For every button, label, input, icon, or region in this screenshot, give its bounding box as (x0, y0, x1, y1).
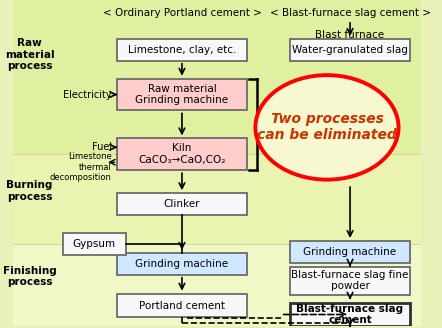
FancyBboxPatch shape (117, 39, 247, 61)
Text: < Ordinary Portland cement >: < Ordinary Portland cement > (103, 8, 261, 18)
Text: Raw material
Grinding machine: Raw material Grinding machine (135, 84, 229, 105)
Bar (13, 0, 421, 154)
FancyBboxPatch shape (117, 79, 247, 111)
Text: Blast-furnace slag
cement: Blast-furnace slag cement (297, 304, 404, 325)
FancyBboxPatch shape (63, 233, 126, 255)
Text: Blast-furnace slag fine
powder: Blast-furnace slag fine powder (291, 270, 409, 292)
Text: Grinding machine: Grinding machine (135, 259, 229, 269)
FancyBboxPatch shape (290, 267, 410, 295)
Ellipse shape (255, 75, 399, 180)
Text: Blast furnace: Blast furnace (316, 30, 385, 40)
Text: Burning
process: Burning process (6, 180, 53, 202)
Text: Clinker: Clinker (164, 199, 200, 209)
Text: Portland cement: Portland cement (139, 300, 225, 311)
Text: Raw
material
process: Raw material process (5, 38, 54, 71)
FancyBboxPatch shape (117, 253, 247, 275)
Text: Gypsum: Gypsum (72, 239, 116, 249)
Text: < Blast-furnace slag cement >: < Blast-furnace slag cement > (270, 8, 431, 18)
Text: Limestone
thermal
decomposition: Limestone thermal decomposition (50, 152, 112, 182)
Text: Water-granulated slag: Water-granulated slag (292, 45, 408, 55)
Text: Finishing
process: Finishing process (3, 266, 57, 287)
Bar (13, 154, 421, 244)
Bar (13, 244, 421, 326)
Text: Limestone, clay, etc.: Limestone, clay, etc. (128, 45, 236, 55)
FancyBboxPatch shape (290, 39, 410, 61)
Text: Electricity: Electricity (63, 90, 112, 100)
FancyBboxPatch shape (290, 241, 410, 263)
FancyBboxPatch shape (290, 302, 410, 326)
Text: Grinding machine: Grinding machine (304, 247, 396, 257)
Text: Fuel: Fuel (91, 142, 112, 152)
Text: Two processes
can be eliminated: Two processes can be eliminated (257, 112, 397, 142)
FancyBboxPatch shape (117, 193, 247, 215)
Text: Kiln
CaCO₃→CaO,CO₂: Kiln CaCO₃→CaO,CO₂ (138, 143, 225, 165)
FancyBboxPatch shape (117, 294, 247, 318)
FancyBboxPatch shape (117, 138, 247, 170)
